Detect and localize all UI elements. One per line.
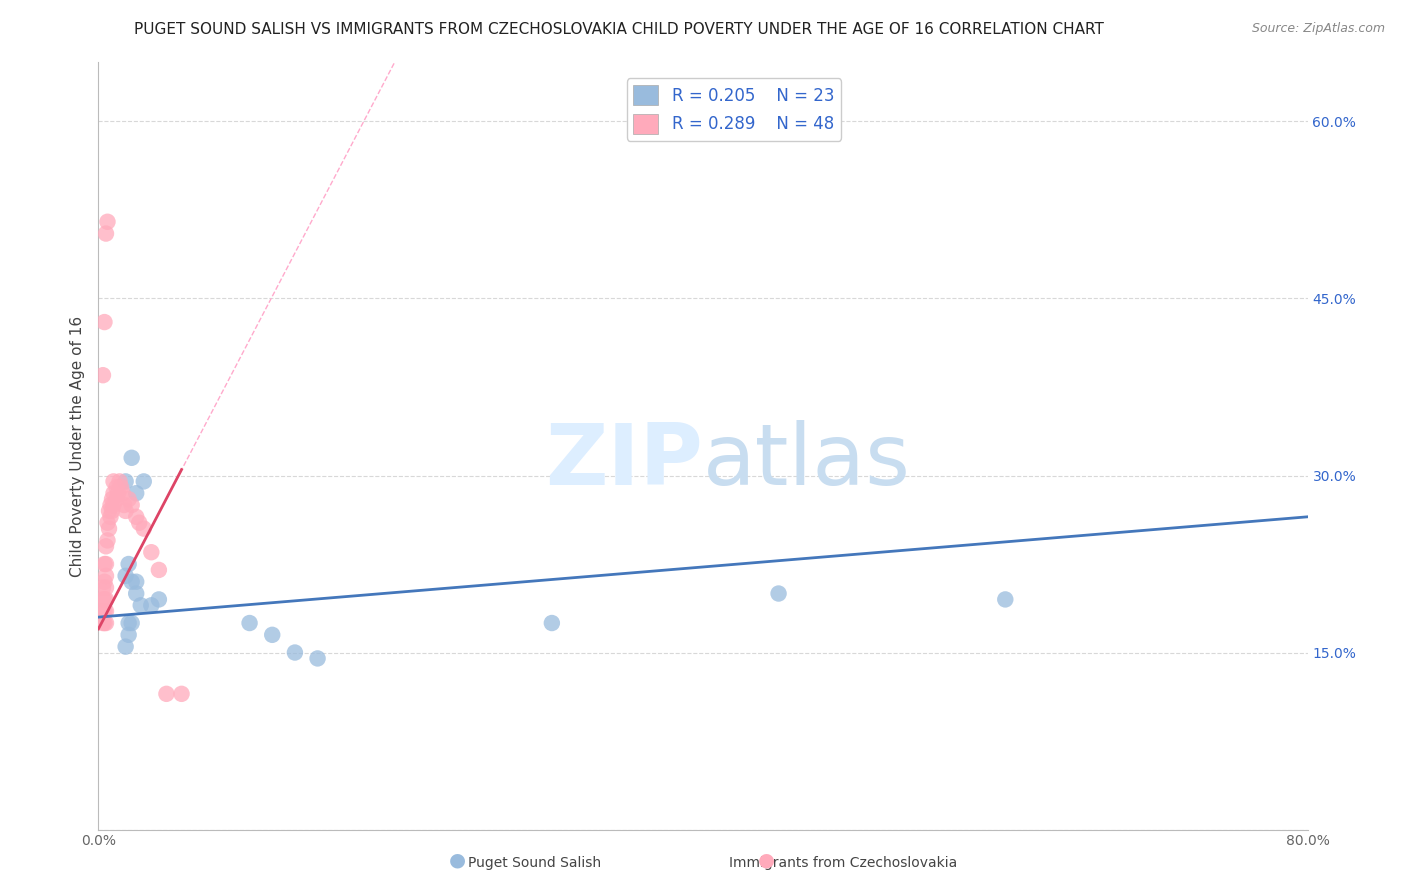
Point — [148, 563, 170, 577]
Point — [105, 480, 128, 494]
Point — [105, 492, 128, 507]
Point — [141, 599, 163, 613]
Text: ZIP: ZIP — [546, 420, 703, 503]
Point — [93, 574, 115, 589]
Point — [111, 486, 134, 500]
Point — [94, 581, 117, 595]
Point — [129, 599, 152, 613]
Point — [110, 480, 132, 494]
Point — [93, 604, 115, 618]
Point — [93, 592, 115, 607]
Point — [103, 486, 125, 500]
Point — [128, 516, 150, 530]
Point — [91, 368, 114, 383]
Point — [239, 615, 262, 630]
Point — [100, 509, 122, 524]
Point — [262, 628, 284, 642]
Point — [121, 574, 143, 589]
Point — [103, 498, 125, 512]
Text: ●: ● — [758, 851, 775, 870]
Point — [148, 592, 170, 607]
Point — [284, 646, 307, 660]
Point — [94, 227, 117, 241]
Point — [125, 486, 148, 500]
Point — [94, 604, 117, 618]
Text: Source: ZipAtlas.com: Source: ZipAtlas.com — [1251, 22, 1385, 36]
Point — [93, 615, 115, 630]
Point — [96, 516, 118, 530]
Text: ●: ● — [449, 851, 465, 870]
Point — [94, 615, 117, 630]
Text: Immigrants from Czechoslovakia: Immigrants from Czechoslovakia — [730, 855, 957, 870]
Point — [112, 498, 135, 512]
Point — [540, 615, 562, 630]
Point — [94, 539, 117, 553]
Point — [125, 574, 148, 589]
Point — [118, 557, 141, 571]
Point — [93, 557, 115, 571]
Text: atlas: atlas — [703, 420, 911, 503]
Point — [98, 522, 121, 536]
Point — [118, 628, 141, 642]
Point — [91, 581, 114, 595]
Point — [91, 592, 114, 607]
Point — [96, 533, 118, 548]
Legend: R = 0.205    N = 23, R = 0.289    N = 48: R = 0.205 N = 23, R = 0.289 N = 48 — [627, 78, 841, 141]
Point — [125, 586, 148, 600]
Point — [94, 592, 117, 607]
Point — [121, 450, 143, 465]
Point — [107, 486, 129, 500]
Text: Puget Sound Salish: Puget Sound Salish — [468, 855, 600, 870]
Point — [100, 498, 122, 512]
Point — [94, 569, 117, 583]
Point — [132, 522, 155, 536]
Point — [155, 687, 177, 701]
Point — [132, 475, 155, 489]
Point — [93, 315, 115, 329]
Point — [96, 215, 118, 229]
Text: PUGET SOUND SALISH VS IMMIGRANTS FROM CZECHOSLOVAKIA CHILD POVERTY UNDER THE AGE: PUGET SOUND SALISH VS IMMIGRANTS FROM CZ… — [134, 22, 1104, 37]
Point — [91, 615, 114, 630]
Point — [101, 492, 124, 507]
Point — [91, 604, 114, 618]
Point — [94, 557, 117, 571]
Point — [307, 651, 329, 665]
Point — [114, 504, 136, 518]
Point — [121, 498, 143, 512]
Y-axis label: Child Poverty Under the Age of 16: Child Poverty Under the Age of 16 — [70, 316, 86, 576]
Point — [98, 504, 121, 518]
Point — [114, 475, 136, 489]
Point — [768, 586, 790, 600]
Point — [118, 615, 141, 630]
Point — [141, 545, 163, 559]
Point — [125, 509, 148, 524]
Point — [994, 592, 1017, 607]
Point — [103, 475, 125, 489]
Point — [121, 615, 143, 630]
Point — [118, 492, 141, 507]
Point — [114, 569, 136, 583]
Point — [101, 504, 124, 518]
Point — [108, 475, 131, 489]
Point — [114, 640, 136, 654]
Point — [170, 687, 193, 701]
